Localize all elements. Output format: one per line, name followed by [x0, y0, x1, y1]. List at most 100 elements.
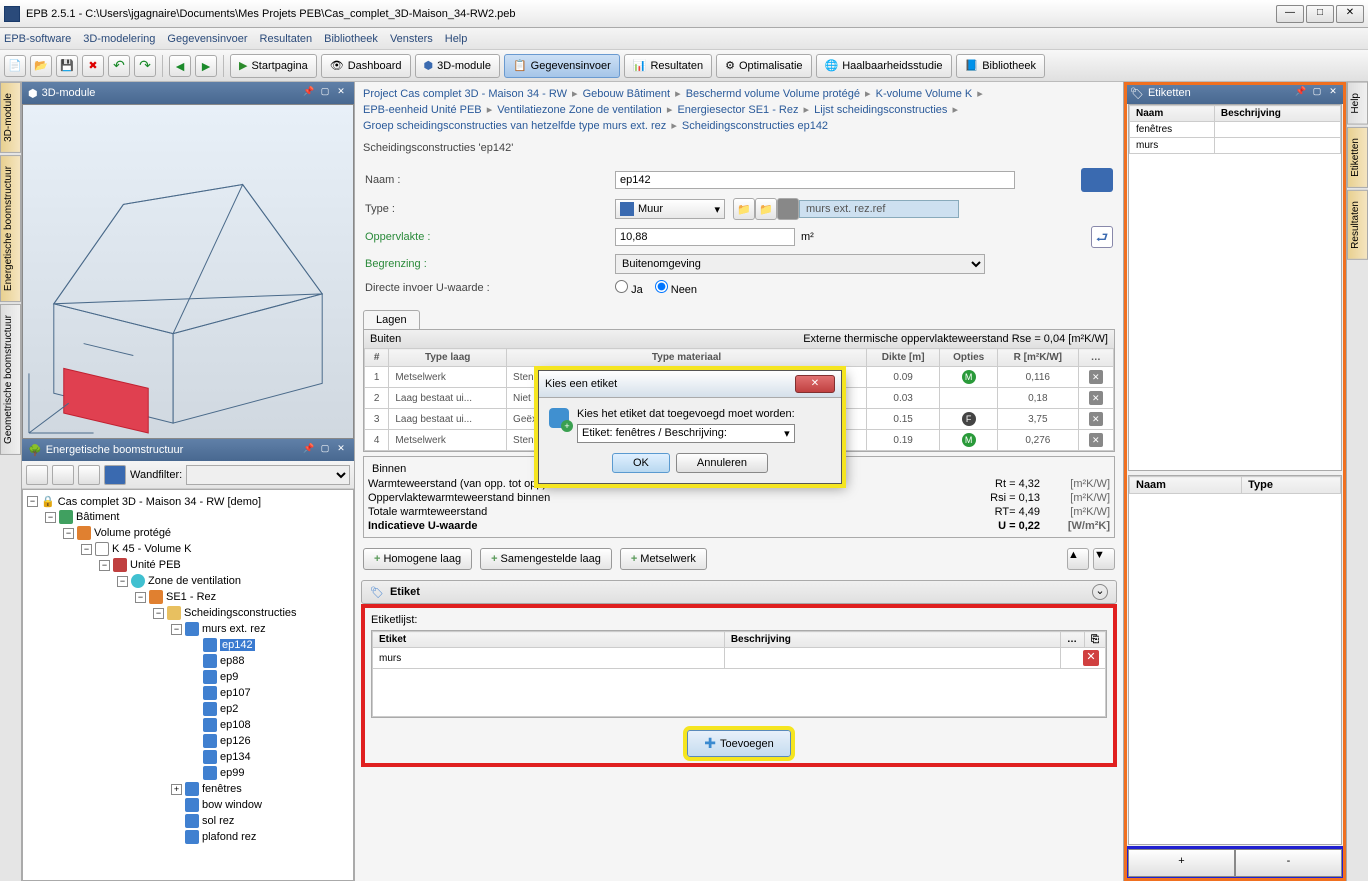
menu-3d[interactable]: 3D-modelering — [83, 33, 155, 45]
etiket-header[interactable]: 🏷 Etiket ⌄ — [361, 580, 1117, 604]
new-icon[interactable]: 📄 — [4, 55, 26, 77]
samengestelde-button[interactable]: +Samengestelde laag — [480, 548, 612, 570]
tree-item[interactable]: ep108 — [189, 717, 349, 733]
delete-icon[interactable]: ✖ — [82, 55, 104, 77]
breadcrumb-link[interactable]: Lijst scheidingsconstructies — [814, 104, 947, 116]
etiket-row[interactable]: fenêtres — [1130, 122, 1341, 138]
close-panel-icon[interactable]: ✕ — [334, 86, 348, 100]
project-tree[interactable]: −🔒Cas complet 3D - Maison 34 - RW [demo]… — [22, 489, 354, 881]
minimize-panel-icon[interactable]: ▢ — [318, 443, 332, 457]
breadcrumb-link[interactable]: Ventilatiezone Zone de ventilation — [497, 104, 662, 116]
breadcrumb-link[interactable]: K-volume Volume K — [876, 88, 973, 100]
tree-item[interactable]: ep88 — [189, 653, 349, 669]
delete-layer-icon[interactable]: ✕ — [1089, 412, 1103, 426]
minimize-button[interactable]: — — [1276, 5, 1304, 23]
back-icon[interactable]: ◄ — [169, 55, 191, 77]
resultaten-button[interactable]: 📊Resultaten — [624, 54, 712, 78]
move-up-button[interactable]: ▲ — [1067, 548, 1089, 570]
optimalisatie-button[interactable]: ⚙Optimalisatie — [716, 54, 811, 78]
redo-icon[interactable]: ↷ — [134, 55, 156, 77]
filter-btn-4[interactable] — [104, 465, 126, 485]
close-panel-icon[interactable]: ✕ — [1326, 86, 1340, 100]
vtab-3dmodule[interactable]: 3D-module — [0, 82, 21, 153]
haalbaarheid-button[interactable]: 🌐Haalbaarheidsstudie — [816, 54, 952, 78]
dashboard-button[interactable]: 👁Dashboard — [321, 54, 411, 78]
vtab-etiketten[interactable]: Etiketten — [1347, 127, 1368, 188]
vtab-geometrische[interactable]: Geometrische boomstructuur — [0, 304, 21, 455]
menu-epb[interactable]: EPB-software — [4, 33, 71, 45]
forward-icon[interactable]: ► — [195, 55, 217, 77]
undo-icon[interactable]: ↶ — [108, 55, 130, 77]
close-button[interactable]: ✕ — [1336, 5, 1364, 23]
3d-viewport[interactable] — [22, 104, 354, 439]
tree-item[interactable]: ep99 — [189, 765, 349, 781]
filter-btn-2[interactable] — [52, 465, 74, 485]
filter-btn-3[interactable] — [78, 465, 100, 485]
startpagina-button[interactable]: ▶Startpagina — [230, 54, 317, 78]
close-panel-icon[interactable]: ✕ — [334, 443, 348, 457]
tree-item[interactable]: ep2 — [189, 701, 349, 717]
type-tool-3[interactable] — [777, 198, 799, 220]
etiket-row[interactable]: murs✕ — [373, 648, 1106, 669]
breadcrumb-link[interactable]: Project Cas complet 3D - Maison 34 - RW — [363, 88, 567, 100]
menu-gegevens[interactable]: Gegevensinvoer — [167, 33, 247, 45]
ja-radio[interactable]: Ja — [615, 280, 643, 296]
gegevensinvoer-button[interactable]: 📋Gegevensinvoer — [504, 54, 620, 78]
neen-radio[interactable]: Neen — [655, 280, 697, 296]
etiketten-lower-table[interactable]: NaamType — [1129, 476, 1341, 494]
tree-item[interactable]: ep9 — [189, 669, 349, 685]
breadcrumb-link[interactable]: Groep scheidingsconstructies van hetzelf… — [363, 120, 666, 132]
tree-item[interactable]: ep142 — [189, 637, 349, 653]
naam-input[interactable] — [615, 171, 1015, 189]
open-icon[interactable]: 📂 — [30, 55, 52, 77]
bibliotheek-button[interactable]: 📘Bibliotheek — [956, 54, 1046, 78]
type-tool-2[interactable]: 📁 — [755, 198, 777, 220]
breadcrumb-link[interactable]: Gebouw Bâtiment — [583, 88, 670, 100]
tree-item[interactable]: ep134 — [189, 749, 349, 765]
collapse-button[interactable]: ⌄ — [1092, 584, 1108, 600]
wall-filter-select[interactable] — [186, 465, 350, 485]
menu-resultaten[interactable]: Resultaten — [260, 33, 313, 45]
cancel-button[interactable]: Annuleren — [676, 453, 768, 473]
vtab-help[interactable]: Help — [1347, 82, 1368, 125]
breadcrumb-link[interactable]: Energiesector SE1 - Rez — [677, 104, 798, 116]
filter-btn-1[interactable] — [26, 465, 48, 485]
pin-icon[interactable]: 📌 — [302, 86, 316, 100]
toevoegen-button[interactable]: ✚ Toevoegen — [687, 730, 791, 757]
remove-etiket-button[interactable]: - — [1235, 849, 1342, 877]
pin-icon[interactable]: 📌 — [1294, 86, 1308, 100]
breadcrumb-link[interactable]: EPB-eenheid Unité PEB — [363, 104, 482, 116]
return-button[interactable]: ⮐ — [1091, 226, 1113, 248]
move-down-button[interactable]: ▼ — [1093, 548, 1115, 570]
breadcrumb-link[interactable]: Beschermd volume Volume protégé — [686, 88, 860, 100]
delete-layer-icon[interactable]: ✕ — [1089, 370, 1103, 384]
delete-layer-icon[interactable]: ✕ — [1089, 433, 1103, 447]
dialog-close-button[interactable]: ✕ — [795, 375, 835, 393]
save-icon[interactable]: 💾 — [56, 55, 78, 77]
homogene-button[interactable]: +Homogene laag — [363, 548, 472, 570]
minimize-panel-icon[interactable]: ▢ — [318, 86, 332, 100]
type-tool-1[interactable]: 📁 — [733, 198, 755, 220]
vtab-resultaten[interactable]: Resultaten — [1347, 190, 1368, 260]
add-etiket-button[interactable]: + — [1128, 849, 1235, 877]
delete-etiket-icon[interactable]: ✕ — [1083, 650, 1099, 666]
etiketten-table[interactable]: NaamBeschrijving fenêtres murs — [1129, 105, 1341, 154]
ok-button[interactable]: OK — [612, 453, 670, 473]
oppervlakte-input[interactable] — [615, 228, 795, 246]
menu-vensters[interactable]: Vensters — [390, 33, 433, 45]
metselwerk-button[interactable]: +Metselwerk — [620, 548, 707, 570]
menu-help[interactable]: Help — [445, 33, 468, 45]
begrenzing-select[interactable]: Buitenomgeving — [615, 254, 985, 274]
tree-item[interactable]: ep126 — [189, 733, 349, 749]
3dmodule-button[interactable]: ⬢3D-module — [415, 54, 500, 78]
etiket-combo[interactable]: Etiket: fenêtres / Beschrijving:▾ — [577, 424, 795, 443]
etiket-row[interactable]: murs — [1130, 138, 1341, 154]
tab-lagen[interactable]: Lagen — [363, 310, 420, 329]
pin-icon[interactable]: 📌 — [302, 443, 316, 457]
vtab-energetische[interactable]: Energetische boomstructuur — [0, 155, 21, 302]
breadcrumb-link[interactable]: Scheidingsconstructies ep142 — [682, 120, 828, 132]
tree-item[interactable]: ep107 — [189, 685, 349, 701]
delete-layer-icon[interactable]: ✕ — [1089, 391, 1103, 405]
menu-bibliotheek[interactable]: Bibliotheek — [324, 33, 378, 45]
type-combo[interactable]: Muur▾ — [615, 199, 725, 219]
